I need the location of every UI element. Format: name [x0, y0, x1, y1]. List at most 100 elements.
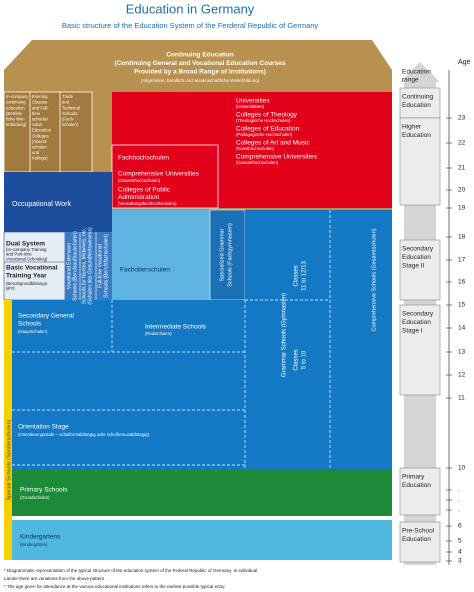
continuing-label: Education: [32, 128, 52, 133]
age-label: 17: [458, 257, 466, 264]
dual-note: Vocational Schooling): [6, 256, 48, 261]
continuing-label: Trade: [62, 94, 74, 99]
fh-label: Colleges of Public: [118, 187, 171, 194]
specialized-label: Specialized Grammar: [219, 228, 225, 281]
hauptschule-note: (Hauptschulen): [18, 329, 48, 334]
range-label: Continuing: [402, 94, 433, 101]
continuing-label: education: [6, 105, 25, 110]
range-box: [399, 117, 441, 206]
range-box: [399, 304, 441, 396]
age-label: 23: [458, 115, 466, 122]
realschule-label: Intermediate Schools: [145, 324, 207, 331]
vocational-label: Schools for Nurses, Midwives, etc.: [81, 228, 87, 304]
occupational-label: Occupational Work: [12, 201, 72, 208]
vocational-label: Schools (Berufsfachschulen): [103, 234, 109, 298]
footnote: * The age given for attendance at the va…: [4, 584, 225, 589]
university-note: (Universitäten): [236, 104, 265, 109]
dual-label: Dual System: [6, 241, 45, 248]
vocational-label: Schools (Berufsaufbauschulen): [72, 231, 78, 301]
university-label: Comprehensive Universities: [236, 154, 318, 161]
range-header: Education: [402, 69, 431, 76]
range-label: Stage I: [402, 328, 423, 335]
age-label: 11: [458, 395, 465, 402]
realschule-note: (Realschulen): [145, 331, 172, 336]
continuing-label: Adult: [32, 122, 43, 127]
range-box: [399, 87, 441, 119]
range-label: Secondary: [402, 311, 434, 318]
grammar-classes: 5 to 10: [302, 350, 308, 369]
specialized-block: [209, 209, 246, 301]
age-label: 5: [458, 538, 462, 545]
kindergarten-block: [12, 520, 392, 560]
age-label: 18: [458, 234, 466, 241]
range-label: Education: [402, 102, 431, 109]
special-label: Special Schools (Sonderschulen): [6, 419, 12, 500]
age-label: 22: [458, 140, 466, 147]
range-label: Primary: [402, 474, 425, 481]
orientation-note: (Orientierungsstufe – schulformabhängig …: [18, 432, 150, 437]
age-label: 4: [458, 549, 462, 556]
age-label: 15: [458, 302, 466, 309]
continuing-label: schulen): [62, 122, 79, 127]
primary-note: (Grundschulen): [20, 495, 50, 500]
fh-label: Fachhochschulen: [118, 155, 169, 162]
university-note: (Pädagogische Hochschulen): [236, 132, 293, 137]
bvj-note: (Berufsgrundbildungs-: [6, 281, 49, 286]
age-label: .: [458, 497, 460, 504]
age-label: 21: [458, 165, 466, 172]
range-label: Higher: [402, 124, 422, 131]
roof-note: (Allgemeine, beruflich und wissenschaftl…: [141, 78, 260, 83]
continuing-label: Technical: [62, 105, 80, 110]
age-label: 12: [458, 372, 466, 379]
grammar-block: [245, 210, 392, 470]
continuing-label: Classes: [32, 100, 47, 105]
roof-label: Continuing Education: [166, 52, 234, 59]
continuing-label: schulen: [32, 145, 47, 150]
grammar-classes: 11 to 12/13: [302, 261, 308, 291]
continuing-label: Colleges: [32, 133, 49, 138]
continuing-label: and: [62, 100, 70, 105]
primary-block: [12, 470, 392, 516]
continuing-columns: [3, 91, 93, 173]
range-header: range: [402, 77, 419, 84]
fh-note: (Gesamthochschulen): [118, 178, 161, 183]
continuing-label: terbildung): [6, 122, 27, 127]
grammar-classes: Classes: [294, 265, 300, 286]
fos-label: Fachoberschulen: [120, 267, 170, 274]
range-box: [399, 239, 441, 301]
university-label: Universities: [236, 98, 270, 105]
special-block: [4, 300, 12, 560]
roof-label: (Continuing General and Vocational Educa…: [114, 60, 285, 67]
continuing-label: and Full-: [32, 105, 49, 110]
university-label: Colleges of Theology: [236, 112, 298, 119]
range-arrow: [400, 62, 440, 82]
continuing-label: (Betrieb-: [6, 111, 23, 116]
dual-note: (In-company Training: [6, 247, 47, 252]
hauptschule-label: Schools: [18, 321, 42, 328]
age-label: .: [458, 507, 460, 514]
range-label: Education: [402, 254, 431, 261]
fh-note: (Verwaltungsfachhochschulen): [118, 201, 177, 206]
age-label: 16: [458, 279, 466, 286]
fh-label: Comprehensive Universities: [118, 171, 200, 178]
continuing-label: schools/: [32, 117, 49, 122]
age-header: Age: [458, 59, 471, 66]
bvj-label: Training Year: [6, 273, 47, 280]
secondary-block: [12, 300, 245, 470]
continuing-label: In-company: [6, 94, 29, 99]
university-note: (Gesamthochschulen): [236, 160, 279, 165]
vocational-block: [65, 232, 112, 300]
age-label: 6: [458, 523, 462, 530]
orientation-label: Orientation Stage: [18, 424, 69, 431]
range-label: Education: [402, 482, 431, 489]
subtitle: Basic structure of the Education System …: [62, 21, 319, 30]
range-box: [399, 521, 441, 563]
age-label: .: [458, 487, 460, 494]
dashes: [12, 210, 331, 470]
footnote: * Diagrammatic representation of the typ…: [4, 568, 257, 573]
continuing-label: (Fach-: [62, 117, 75, 122]
primary-label: Primary Schools: [20, 487, 68, 494]
occupational-block: [4, 172, 112, 232]
range-label: Pre-School: [402, 528, 435, 535]
fachoberschulen-block: [112, 210, 210, 300]
